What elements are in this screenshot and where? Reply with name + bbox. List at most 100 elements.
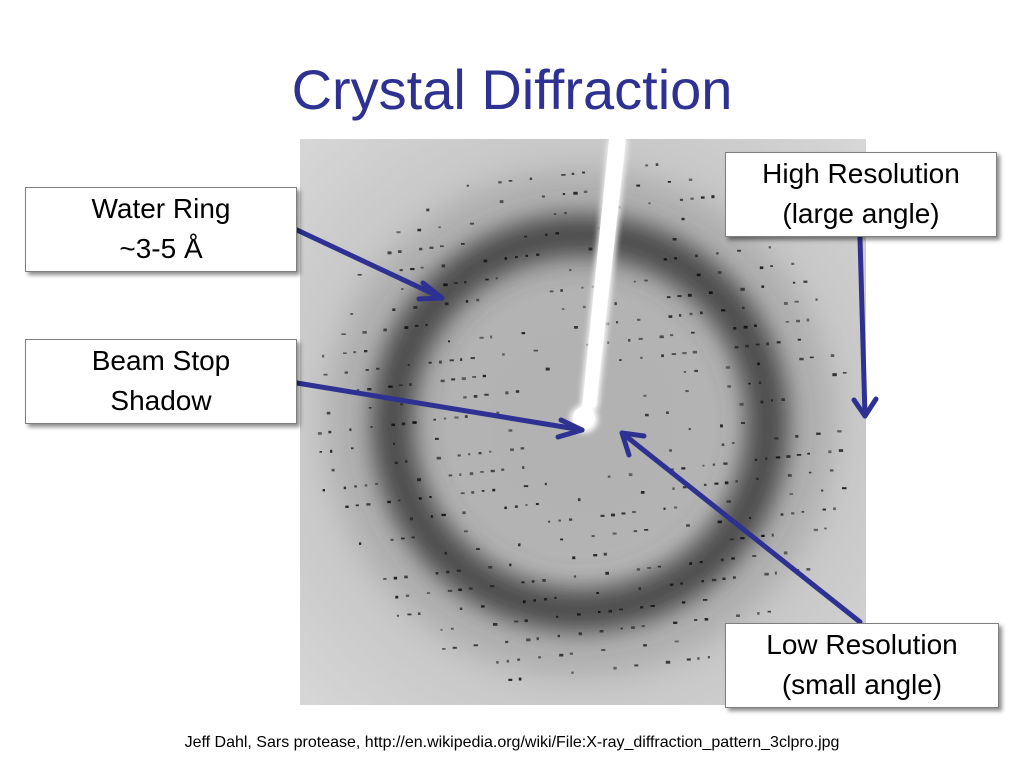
callout-water-ring: Water Ring ~3-5 Å bbox=[25, 187, 297, 272]
diffraction-spot bbox=[390, 538, 394, 541]
diffraction-spot bbox=[464, 415, 468, 418]
diffraction-spot bbox=[433, 418, 436, 421]
diffraction-spot bbox=[833, 507, 836, 511]
diffraction-spot bbox=[440, 245, 444, 248]
diffraction-spot bbox=[774, 437, 779, 440]
diffraction-spot bbox=[345, 505, 349, 508]
diffraction-spot bbox=[761, 285, 765, 288]
diffraction-spot bbox=[364, 484, 368, 487]
diffraction-spot bbox=[665, 660, 671, 664]
diffraction-spot bbox=[608, 609, 612, 613]
diffraction-spot bbox=[786, 455, 791, 458]
diffraction-spot bbox=[759, 266, 764, 270]
diffraction-spot bbox=[792, 281, 796, 284]
diffraction-spot bbox=[495, 277, 498, 280]
diffraction-spot bbox=[631, 626, 635, 629]
diffraction-spot bbox=[508, 429, 513, 432]
diffraction-spot bbox=[741, 422, 745, 424]
diffraction-spot bbox=[830, 354, 835, 357]
diffraction-spot bbox=[553, 213, 557, 215]
diffraction-spot bbox=[533, 599, 536, 602]
diffraction-spot bbox=[686, 658, 691, 661]
diffraction-spot bbox=[740, 537, 745, 540]
diffraction-spot bbox=[414, 325, 419, 327]
diffraction-spot bbox=[543, 598, 548, 601]
diffraction-spot bbox=[417, 478, 421, 482]
diffraction-spot bbox=[574, 326, 578, 329]
diffraction-spot bbox=[488, 566, 493, 569]
diffraction-spot bbox=[644, 279, 648, 282]
diffraction-spot bbox=[349, 428, 352, 432]
diffraction-spot bbox=[472, 376, 477, 378]
diffraction-spot bbox=[554, 596, 557, 599]
diffraction-spot bbox=[405, 594, 410, 597]
diffraction-spot bbox=[688, 428, 691, 431]
diffraction-spot bbox=[697, 657, 700, 660]
diffraction-spot bbox=[366, 503, 371, 506]
diffraction-spot bbox=[669, 583, 674, 586]
diffraction-spot bbox=[672, 487, 675, 490]
diffraction-spot bbox=[399, 269, 403, 272]
diffraction-spot bbox=[696, 273, 701, 277]
diffraction-spot bbox=[796, 319, 800, 323]
diffraction-spot bbox=[577, 498, 581, 502]
diffraction-spot bbox=[734, 346, 739, 349]
diffraction-spot bbox=[350, 313, 354, 315]
diffraction-spot bbox=[525, 504, 528, 506]
diffraction-spot bbox=[842, 372, 847, 374]
diffraction-spot bbox=[752, 555, 757, 557]
diffraction-spot bbox=[743, 325, 748, 329]
diffraction-spot bbox=[525, 254, 528, 257]
diffraction-spot bbox=[700, 311, 703, 315]
beam-stop-label: Beam Stop bbox=[91, 345, 231, 376]
arrow-low-resolution bbox=[619, 430, 863, 625]
diffraction-spot bbox=[723, 462, 728, 465]
diffraction-spot bbox=[478, 452, 482, 455]
diffraction-spot bbox=[496, 661, 499, 664]
diffraction-spot bbox=[426, 208, 430, 212]
callout-low-resolution: Low Resolution (small angle) bbox=[725, 623, 999, 708]
diffraction-spot bbox=[331, 468, 335, 472]
diffraction-spot bbox=[459, 473, 462, 476]
diffraction-spot bbox=[400, 403, 403, 406]
diffraction-spot bbox=[561, 308, 565, 310]
diffraction-spot bbox=[641, 625, 645, 628]
diffraction-spots bbox=[317, 163, 847, 681]
diffraction-spot bbox=[521, 332, 526, 335]
diffraction-spot bbox=[409, 383, 412, 386]
diffraction-spot bbox=[643, 644, 647, 647]
diffraction-spot bbox=[496, 411, 500, 415]
diffraction-spot bbox=[392, 308, 396, 311]
diffraction-spot bbox=[544, 482, 547, 486]
diffraction-spot bbox=[394, 461, 398, 465]
diffraction-spot bbox=[796, 454, 802, 456]
water-ring-range: ~3-5 Å bbox=[119, 233, 203, 264]
diffraction-spot bbox=[780, 513, 784, 516]
diffraction-spot bbox=[669, 449, 672, 452]
diffraction-spot bbox=[663, 507, 666, 510]
diffraction-spot bbox=[469, 472, 474, 476]
diffraction-spot bbox=[341, 333, 346, 335]
diffraction-spot bbox=[451, 627, 454, 630]
diffraction-spot bbox=[770, 265, 773, 267]
diffraction-spot bbox=[460, 358, 463, 361]
diffraction-spot bbox=[647, 567, 652, 569]
diffraction-spot bbox=[328, 430, 332, 434]
diffraction-spot bbox=[640, 356, 643, 359]
diffraction-spot bbox=[704, 618, 709, 621]
diffraction-spot bbox=[326, 411, 331, 415]
diffraction-spot bbox=[571, 671, 574, 674]
diffraction-spot bbox=[364, 350, 368, 353]
diffraction-spot bbox=[504, 257, 507, 260]
diffraction-spot bbox=[645, 164, 649, 167]
diffraction-spot bbox=[771, 533, 774, 537]
diffraction-spot bbox=[520, 447, 525, 450]
diffraction-spot bbox=[754, 324, 757, 327]
diffraction-spot bbox=[376, 367, 380, 370]
diffraction-spot bbox=[797, 338, 801, 341]
diffraction-spot bbox=[429, 496, 432, 498]
diffraction-spot bbox=[600, 514, 605, 517]
diffraction-spot bbox=[564, 212, 567, 215]
diffraction-spot bbox=[628, 339, 631, 342]
diffraction-spot bbox=[619, 608, 623, 611]
